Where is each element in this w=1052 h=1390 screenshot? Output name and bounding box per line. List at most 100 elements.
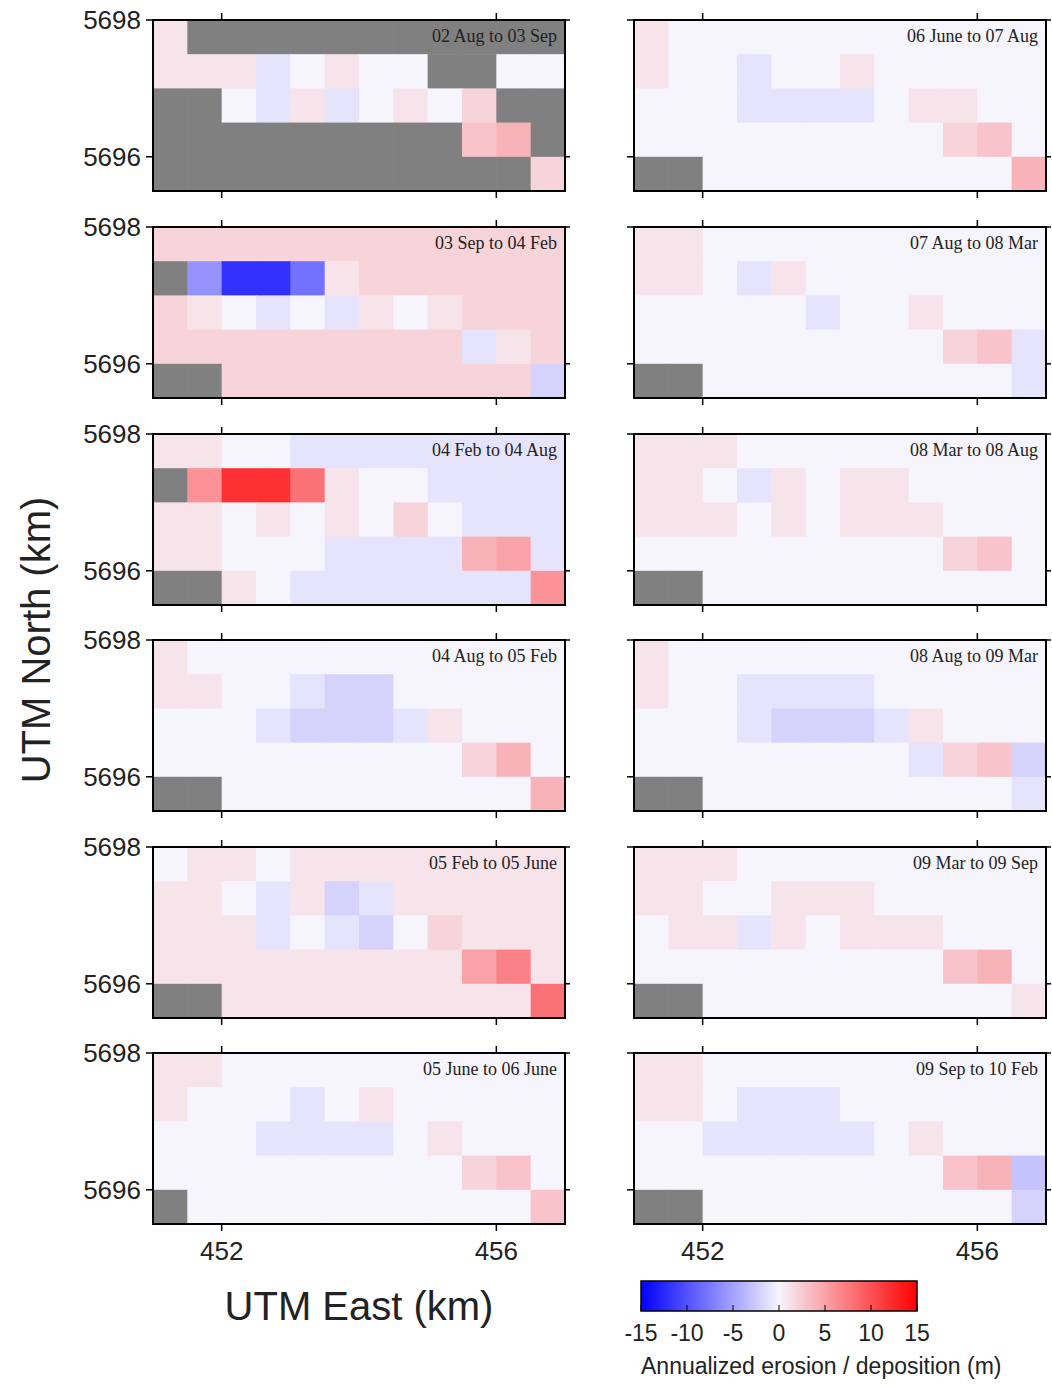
cell xyxy=(771,984,806,1018)
cell xyxy=(462,881,497,916)
cell xyxy=(806,364,841,398)
cell xyxy=(668,1121,703,1156)
cell xyxy=(531,1156,565,1191)
panel: 06 June to 07 Aug xyxy=(627,13,1051,198)
cell xyxy=(840,777,875,811)
cell xyxy=(256,915,291,950)
cell xyxy=(806,330,841,365)
cell xyxy=(153,640,188,675)
cell xyxy=(393,1156,428,1191)
cell xyxy=(1012,330,1046,365)
cell xyxy=(977,950,1012,985)
cell xyxy=(737,157,772,191)
cell xyxy=(943,1190,978,1224)
cell xyxy=(806,1087,841,1122)
no-data xyxy=(428,123,463,158)
cell xyxy=(256,847,291,882)
cell xyxy=(874,847,909,882)
tick xyxy=(496,633,498,640)
cell xyxy=(840,915,875,950)
cell xyxy=(909,88,944,123)
cell xyxy=(806,502,841,537)
no-data xyxy=(668,157,703,191)
cells xyxy=(153,1053,565,1224)
cell xyxy=(393,295,428,330)
cell xyxy=(496,330,531,365)
panel-title: 09 Mar to 09 Sep xyxy=(913,853,1038,873)
cell xyxy=(222,674,257,709)
cell xyxy=(943,537,978,572)
cell xyxy=(840,54,875,89)
tick xyxy=(702,1224,704,1231)
no-data xyxy=(531,123,565,158)
cell xyxy=(393,1190,428,1224)
cell xyxy=(943,123,978,158)
tick xyxy=(146,433,153,435)
frame xyxy=(153,847,565,1018)
no-data xyxy=(634,364,669,398)
tick xyxy=(565,983,570,985)
tick xyxy=(146,846,153,848)
no-data xyxy=(187,777,222,811)
cell xyxy=(874,1190,909,1224)
cell xyxy=(874,571,909,605)
cell xyxy=(737,640,772,675)
cell xyxy=(428,330,463,365)
cell xyxy=(1012,364,1046,398)
cell xyxy=(909,123,944,158)
cell xyxy=(1012,708,1046,743)
frame xyxy=(634,847,1046,1018)
cell xyxy=(462,571,497,605)
cell xyxy=(977,743,1012,778)
tick xyxy=(1046,19,1051,21)
tick xyxy=(917,1305,918,1311)
cell xyxy=(462,743,497,778)
cell xyxy=(187,261,222,296)
cell xyxy=(256,502,291,537)
cell xyxy=(634,468,669,503)
cell xyxy=(874,984,909,1018)
cell xyxy=(874,674,909,709)
cell xyxy=(393,1121,428,1156)
no-data xyxy=(153,88,188,123)
no-data xyxy=(428,54,463,89)
cell xyxy=(359,743,394,778)
cell xyxy=(943,330,978,365)
cell xyxy=(909,364,944,398)
cell xyxy=(256,434,291,469)
cell xyxy=(187,915,222,950)
cell xyxy=(737,1087,772,1122)
tick-label: 456 xyxy=(956,1236,999,1266)
cell xyxy=(325,950,360,985)
tick xyxy=(565,846,570,848)
cell xyxy=(806,88,841,123)
cell xyxy=(187,1156,222,1191)
tick xyxy=(1046,570,1051,572)
cell xyxy=(806,434,841,469)
cell xyxy=(256,708,291,743)
frame xyxy=(153,640,565,811)
cell xyxy=(909,295,944,330)
tick xyxy=(977,427,979,434)
no-data xyxy=(187,123,222,158)
cell xyxy=(153,434,188,469)
cell xyxy=(806,123,841,158)
cell xyxy=(462,502,497,537)
cell xyxy=(153,1121,188,1156)
cell xyxy=(222,88,257,123)
cell xyxy=(977,1156,1012,1191)
cell xyxy=(462,1156,497,1191)
cell xyxy=(874,1087,909,1122)
cell xyxy=(359,1121,394,1156)
panel: 08 Mar to 08 Aug xyxy=(627,427,1051,612)
cell xyxy=(290,984,325,1018)
cell xyxy=(1012,468,1046,503)
cell xyxy=(806,640,841,675)
cell xyxy=(840,640,875,675)
cell xyxy=(1012,881,1046,916)
cell xyxy=(634,88,669,123)
cell xyxy=(256,1190,291,1224)
cell xyxy=(668,708,703,743)
cell xyxy=(771,1121,806,1156)
no-data xyxy=(187,157,222,191)
